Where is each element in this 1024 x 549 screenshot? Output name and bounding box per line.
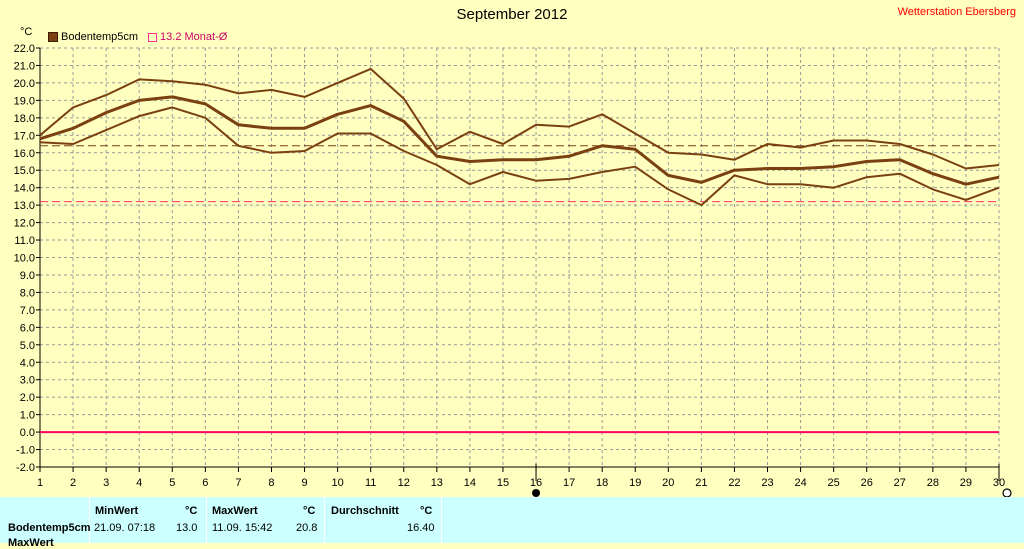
stats-separator <box>441 497 442 543</box>
series-line-mean <box>39 95 1000 186</box>
y-tick-label: -2.0 <box>16 462 35 474</box>
y-tick-label: 0.0 <box>20 427 35 439</box>
x-tick-label: 8 <box>268 477 274 489</box>
x-tick-label: 14 <box>464 477 476 489</box>
x-tick-label: 29 <box>960 477 972 489</box>
x-tick-label: 6 <box>202 477 208 489</box>
x-tick-label: 10 <box>331 477 343 489</box>
x-tick-label: 25 <box>828 477 840 489</box>
x-tick-label: 2 <box>70 477 76 489</box>
x-tick-label: 24 <box>794 477 806 489</box>
legend: Bodentemp5cm 13.2 Monat-Ø <box>48 31 227 43</box>
min-time: 21.09. 07:18 <box>94 522 156 534</box>
x-tick-label: 9 <box>301 477 307 489</box>
y-axis-unit: °C <box>20 26 33 38</box>
stats-panel: Bodentemp5cm MaxWert MinWert °C 21.09. 0… <box>0 497 1024 549</box>
y-tick-label: 10.0 <box>14 253 35 265</box>
max-header: MaxWert <box>212 505 258 517</box>
x-tick-label: 3 <box>103 477 109 489</box>
min-unit: °C <box>185 505 198 517</box>
series-line-min <box>39 106 1000 207</box>
x-tick-label: 17 <box>563 477 575 489</box>
y-tick-label: 22.0 <box>14 43 35 55</box>
min-value: 13.0 <box>176 522 198 534</box>
y-tick-label: 11.0 <box>14 235 35 247</box>
x-tick-label: 21 <box>695 477 707 489</box>
max-time: 11.09. 15:42 <box>212 522 273 534</box>
x-tick-label: 1 <box>37 477 43 489</box>
y-tick-label: -1.0 <box>16 445 35 457</box>
x-tick-label: 23 <box>761 477 773 489</box>
avg-unit: °C <box>420 505 433 517</box>
max-value: 20.8 <box>296 522 318 534</box>
x-tick-label: 7 <box>235 477 241 489</box>
y-tick-label: 19.0 <box>14 95 35 107</box>
stats-separator <box>206 497 207 543</box>
y-tick-label: 12.0 <box>14 218 35 230</box>
x-tick-label: 27 <box>894 477 906 489</box>
marker-open-circle <box>1002 488 1012 497</box>
y-tick-label: 20.0 <box>14 78 35 90</box>
stats-row-label: Bodentemp5cm <box>8 522 91 534</box>
max-unit: °C <box>303 505 316 517</box>
avg-value: 16.40 <box>407 522 435 534</box>
legend-series-swatch <box>48 32 58 42</box>
y-tick-label: 21.0 <box>14 60 35 72</box>
marker-filled-circle <box>532 489 541 497</box>
station-name: Wetterstation Ebersberg <box>897 6 1016 18</box>
y-tick-label: 2.0 <box>20 392 35 404</box>
y-tick-label: 18.0 <box>14 113 35 125</box>
x-tick-label: 22 <box>728 477 740 489</box>
x-tick-label: 4 <box>136 477 142 489</box>
y-tick-label: 3.0 <box>20 375 35 387</box>
y-tick-label: 13.0 <box>14 200 35 212</box>
y-tick-label: 7.0 <box>20 305 35 317</box>
x-tick-label: 28 <box>927 477 939 489</box>
x-tick-label: 5 <box>169 477 175 489</box>
min-header: MinWert <box>95 505 139 517</box>
y-tick-label: 6.0 <box>20 322 35 334</box>
stats-separator <box>324 497 325 543</box>
chart-canvas: -2.0 -1.0 0.0 1.0 2.0 3.0 4.0 5.0 6.0 7.0 8.0 9.0 10… <box>14 43 1012 497</box>
legend-avg-swatch <box>148 32 158 42</box>
y-tick-label: 14.0 <box>14 183 35 195</box>
avg-header: Durchschnitt <box>331 505 399 517</box>
y-tick-label: 4.0 <box>20 357 35 369</box>
y-tick-label: 9.0 <box>20 270 35 282</box>
y-tick-label: 8.0 <box>20 287 35 299</box>
y-tick-label: 1.0 <box>20 410 35 422</box>
x-tick-label: 15 <box>497 477 509 489</box>
x-tick-label: 30 <box>993 477 1005 489</box>
x-tick-label: 26 <box>861 477 873 489</box>
x-tick-label: 19 <box>629 477 641 489</box>
legend-series-label: Bodentemp5cm <box>61 31 139 43</box>
y-tick-label: 5.0 <box>20 340 35 352</box>
y-tick-label: 15.0 <box>14 165 35 177</box>
x-tick-label: 12 <box>398 477 410 489</box>
x-tick-label: 13 <box>431 477 443 489</box>
legend-avg-label: 13.2 Monat-Ø <box>160 31 228 43</box>
x-tick-label: 11 <box>365 477 376 489</box>
x-tick-label: 16 <box>530 477 542 489</box>
y-tick-label: 17.0 <box>14 130 35 142</box>
stats-separator <box>89 497 90 543</box>
chart-title: September 2012 <box>456 6 568 23</box>
series-line-max <box>39 67 1000 170</box>
x-tick-label: 20 <box>662 477 674 489</box>
stats-row-label-2: MaxWert <box>8 537 54 549</box>
x-tick-label: 18 <box>596 477 608 489</box>
y-tick-label: 16.0 <box>14 148 35 160</box>
